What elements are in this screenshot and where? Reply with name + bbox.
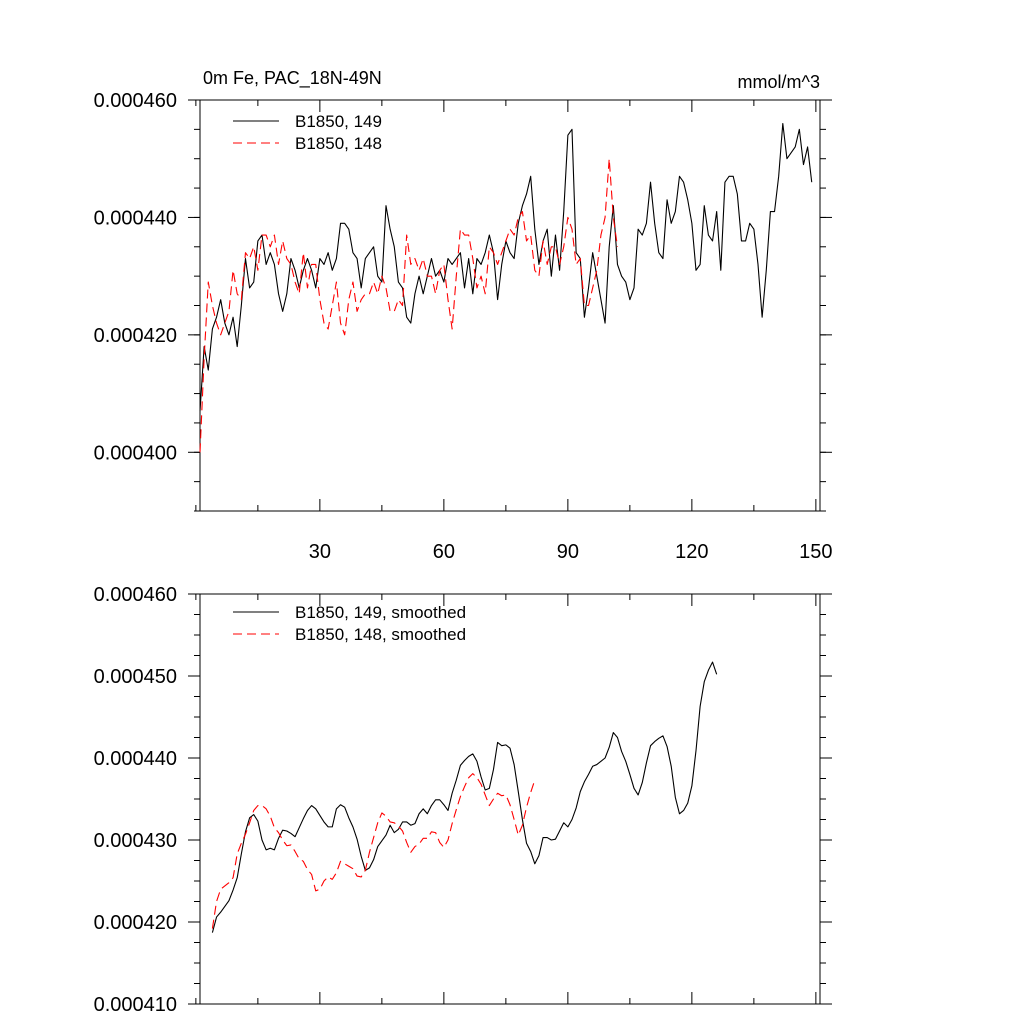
y-tick-label: 0.000440 bbox=[94, 207, 177, 229]
series-line-0 bbox=[199, 122, 813, 412]
series-lines bbox=[211, 661, 718, 933]
x-tick-label: 150 bbox=[799, 541, 832, 563]
y-tick-label: 0.000460 bbox=[94, 584, 177, 606]
series-lines bbox=[199, 122, 813, 453]
axis-ticks bbox=[188, 593, 832, 1005]
axis-ticks bbox=[188, 99, 832, 512]
y-tick-label: 0.000450 bbox=[94, 666, 177, 688]
series-line-1 bbox=[199, 158, 619, 453]
legend-label-149: B1850, 149 bbox=[295, 112, 382, 131]
plot-frame bbox=[199, 99, 821, 512]
legend-label-149-smoothed: B1850, 149, smoothed bbox=[295, 603, 466, 622]
x-tick-label: 30 bbox=[309, 541, 331, 563]
y-tick-label: 0.000400 bbox=[94, 442, 177, 464]
legend-label-148-smoothed: B1850, 148, smoothed bbox=[295, 625, 466, 644]
bottom-panel: 0.000410 0.000420 0.000430 0.000440 0.000450… bbox=[94, 584, 832, 1016]
series-line-0 bbox=[211, 661, 718, 933]
y-tick-labels: 0.000410 0.000420 0.000430 0.000440 0.000450… bbox=[94, 584, 177, 1016]
x-tick-label: 90 bbox=[557, 541, 579, 563]
plot-frame bbox=[199, 593, 821, 1005]
top-panel: 0m Fe, PAC_18N-49N mmol/m^3 0.0004000.00… bbox=[94, 68, 833, 563]
x-tick-label: 60 bbox=[433, 541, 455, 563]
y-tick-label: 0.000440 bbox=[94, 748, 177, 770]
x-tick-labels: 30 60 90 120 150 bbox=[309, 541, 833, 563]
y-tick-label: 0.000420 bbox=[94, 325, 177, 347]
legend: B1850, 149, smoothed B1850, 148, smoothe… bbox=[233, 603, 466, 644]
y-tick-label: 0.000460 bbox=[94, 90, 177, 112]
y-tick-label: 0.000420 bbox=[94, 912, 177, 934]
y-tick-labels: 0.000400 0.000420 0.000440 0.000460 bbox=[94, 90, 177, 464]
chart-title: 0m Fe, PAC_18N-49N bbox=[203, 68, 382, 89]
legend: B1850, 149 B1850, 148 bbox=[233, 112, 382, 153]
units-label: mmol/m^3 bbox=[738, 72, 820, 92]
y-tick-label: 0.000430 bbox=[94, 830, 177, 852]
x-tick-label: 120 bbox=[675, 541, 708, 563]
y-tick-label: 0.000410 bbox=[94, 994, 177, 1016]
legend-label-148: B1850, 148 bbox=[295, 134, 382, 153]
series-line-1 bbox=[211, 773, 536, 929]
